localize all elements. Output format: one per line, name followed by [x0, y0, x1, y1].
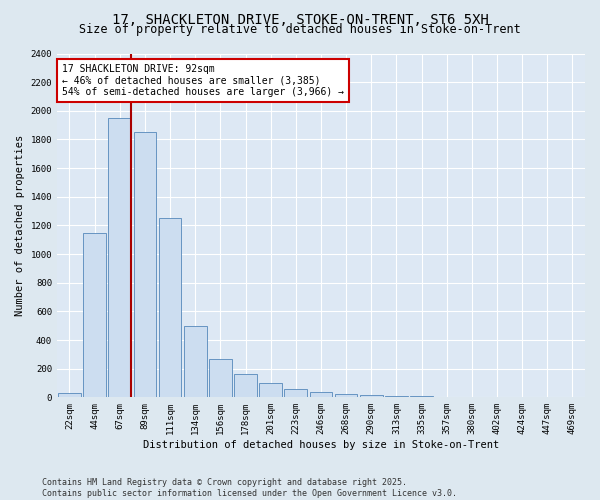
- Bar: [410, 396, 433, 398]
- Text: Size of property relative to detached houses in Stoke-on-Trent: Size of property relative to detached ho…: [79, 22, 521, 36]
- Bar: [335, 394, 358, 398]
- Bar: [83, 232, 106, 398]
- Bar: [209, 358, 232, 398]
- Bar: [461, 397, 483, 398]
- Y-axis label: Number of detached properties: Number of detached properties: [15, 135, 25, 316]
- Text: 17 SHACKLETON DRIVE: 92sqm
← 46% of detached houses are smaller (3,385)
54% of s: 17 SHACKLETON DRIVE: 92sqm ← 46% of deta…: [62, 64, 344, 97]
- Bar: [58, 393, 81, 398]
- Bar: [310, 392, 332, 398]
- Bar: [561, 396, 584, 398]
- X-axis label: Distribution of detached houses by size in Stoke-on-Trent: Distribution of detached houses by size …: [143, 440, 499, 450]
- Bar: [436, 396, 458, 398]
- Bar: [134, 132, 156, 398]
- Bar: [259, 383, 282, 398]
- Text: Contains HM Land Registry data © Crown copyright and database right 2025.
Contai: Contains HM Land Registry data © Crown c…: [42, 478, 457, 498]
- Bar: [184, 326, 206, 398]
- Bar: [234, 374, 257, 398]
- Text: 17, SHACKLETON DRIVE, STOKE-ON-TRENT, ST6 5XH: 17, SHACKLETON DRIVE, STOKE-ON-TRENT, ST…: [112, 12, 488, 26]
- Bar: [159, 218, 181, 398]
- Bar: [109, 118, 131, 398]
- Bar: [360, 395, 383, 398]
- Bar: [284, 390, 307, 398]
- Bar: [385, 396, 408, 398]
